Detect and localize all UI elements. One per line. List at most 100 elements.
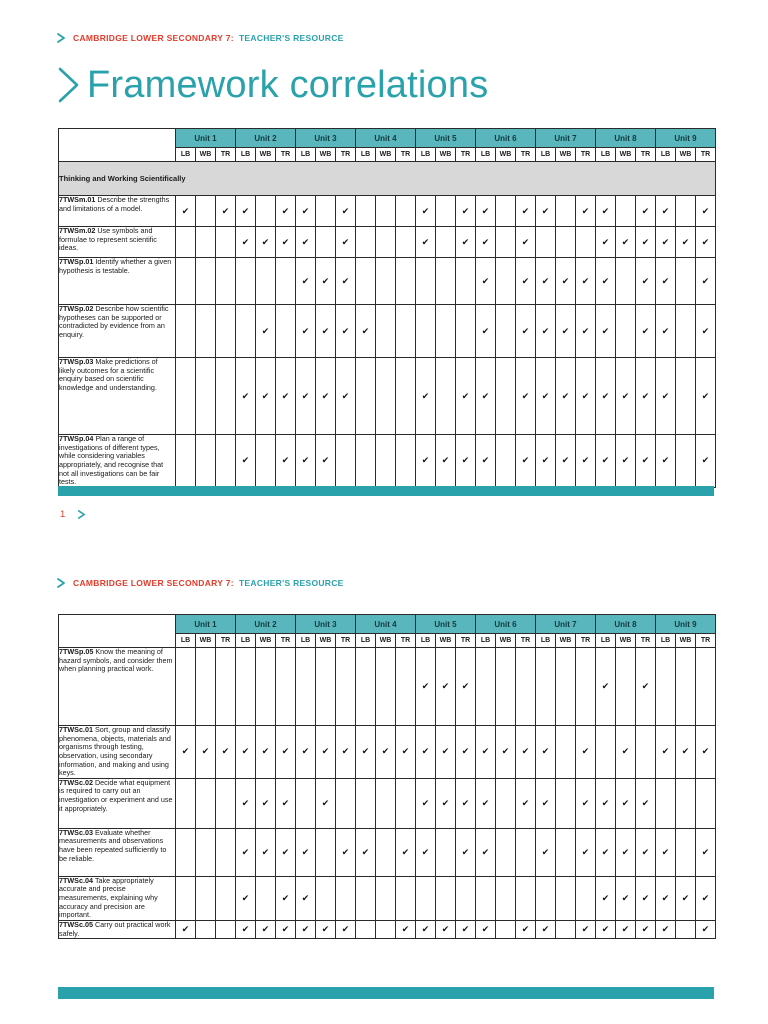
check-cell-empty — [395, 647, 416, 726]
check-cell-empty — [555, 226, 576, 258]
check-cell-checked: ✔ — [295, 725, 316, 779]
criterion-text: Know the meaning of hazard symbols, and … — [59, 647, 173, 674]
subcol-header-cell: WB — [375, 147, 396, 162]
criterion-code: 7TWSp.04 — [59, 434, 96, 443]
check-cell-checked: ✔ — [475, 777, 496, 829]
check-cell-checked: ✔ — [655, 195, 676, 227]
criterion-row: 7TWSp.05 Know the meaning of hazard symb… — [58, 647, 716, 726]
check-cell-checked: ✔ — [455, 195, 476, 227]
subcol-header-row: LB WB TR LB WB TR LB WB TR LB WB TR LB WB TR LB WB TR LB WB… — [59, 147, 716, 162]
check-cell-checked: ✔ — [615, 725, 636, 779]
criterion-code: 7TWSp.03 — [59, 357, 96, 366]
subcol-header-cell: TR — [635, 147, 656, 162]
check-cell-empty — [655, 777, 676, 829]
check-cell-empty — [415, 304, 436, 358]
criterion-code: 7TWSc.03 — [59, 827, 95, 837]
criterion-label: 7TWSc.03 Evaluate whether measurements a… — [58, 827, 176, 877]
check-cell-empty — [195, 304, 216, 358]
check-cell-checked: ✔ — [595, 195, 616, 227]
check-cell-empty — [675, 195, 696, 227]
check-cell-empty — [475, 647, 496, 726]
check-cell-checked: ✔ — [215, 195, 236, 227]
check-cell-empty — [355, 257, 376, 305]
check-cell-checked: ✔ — [595, 226, 616, 258]
unit-header-row: Unit 1 Unit 2 Unit 3 Unit 4 Unit 5 Unit 6 Unit… — [58, 128, 716, 162]
check-cell-checked: ✔ — [295, 434, 316, 488]
check-cell-checked: ✔ — [535, 434, 556, 488]
subcol-header-cell: TR — [215, 147, 236, 162]
check-cell-checked: ✔ — [475, 827, 496, 877]
check-cell-checked: ✔ — [315, 257, 336, 305]
unit-header-cell: Unit 5 — [415, 614, 476, 634]
check-cell-empty — [675, 777, 696, 829]
check-cell-empty — [275, 647, 296, 726]
check-cell-checked: ✔ — [295, 195, 316, 227]
criterion-code: 7TWSm.02 — [59, 226, 98, 235]
header-series-name: CAMBRIDGE LOWER SECONDARY 7: — [73, 578, 234, 588]
check-cell-checked: ✔ — [335, 827, 356, 877]
check-cell-checked: ✔ — [295, 827, 316, 877]
check-cell-checked: ✔ — [595, 304, 616, 358]
subcol-header-cell: TR — [575, 147, 596, 162]
subcol-header-cell: TR — [395, 147, 416, 162]
subcol-header-cell: TR — [455, 633, 476, 648]
check-cell-checked: ✔ — [175, 725, 196, 779]
check-cell-checked: ✔ — [295, 357, 316, 435]
check-cell-empty — [295, 647, 316, 726]
subcol-header-cell: LB — [595, 633, 616, 648]
corner-cell — [58, 614, 176, 648]
check-cell-checked: ✔ — [475, 226, 496, 258]
check-cell-empty — [255, 434, 276, 488]
criterion-row: 7TWSm.02 Use symbols and formulae to rep… — [58, 226, 716, 258]
check-cell-checked: ✔ — [635, 920, 656, 940]
check-cell-empty — [495, 777, 516, 829]
subcol-header-cell: TR — [275, 147, 296, 162]
check-cell-empty — [555, 875, 576, 922]
check-cell-checked: ✔ — [535, 304, 556, 358]
check-cell-empty — [335, 434, 356, 488]
unit-header-cell: Unit 4 — [355, 128, 416, 148]
check-cell-empty — [375, 647, 396, 726]
check-cell-checked: ✔ — [415, 226, 436, 258]
check-cell-checked: ✔ — [235, 777, 256, 829]
check-cell-checked: ✔ — [475, 257, 496, 305]
unit-header-cell: Unit 6 — [475, 128, 536, 148]
check-cell-checked: ✔ — [615, 827, 636, 877]
check-cell-empty — [215, 827, 236, 877]
check-cell-empty — [515, 827, 536, 877]
check-cell-checked: ✔ — [335, 195, 356, 227]
check-cell-checked: ✔ — [595, 827, 616, 877]
subcol-header-cell: WB — [375, 633, 396, 648]
check-cell-checked: ✔ — [235, 434, 256, 488]
check-cell-empty — [455, 304, 476, 358]
check-cell-empty — [395, 434, 416, 488]
check-cell-checked: ✔ — [275, 920, 296, 940]
check-cell-empty — [655, 647, 676, 726]
unit-header-cell: Unit 2 — [235, 128, 296, 148]
criterion-label: 7TWSp.05 Know the meaning of hazard symb… — [58, 647, 176, 726]
check-cell-checked: ✔ — [595, 777, 616, 829]
subcol-header-cell: WB — [315, 147, 336, 162]
check-cell-empty — [355, 195, 376, 227]
header-series-name: CAMBRIDGE LOWER SECONDARY 7: — [73, 33, 234, 43]
subcol-header-cell: WB — [435, 147, 456, 162]
chevron-right-icon — [57, 578, 65, 588]
check-cell-empty — [355, 647, 376, 726]
criterion-label: 7TWSm.02 Use symbols and formulae to rep… — [58, 226, 176, 258]
check-cell-empty — [495, 434, 516, 488]
subcol-header-cell: LB — [355, 633, 376, 648]
page-title: Framework correlations — [87, 63, 489, 106]
check-cell-checked: ✔ — [255, 777, 276, 829]
check-cell-checked: ✔ — [415, 357, 436, 435]
check-cell-empty — [255, 875, 276, 922]
check-cell-checked: ✔ — [555, 357, 576, 435]
subcol-header-cell: WB — [615, 147, 636, 162]
document-header: CAMBRIDGE LOWER SECONDARY 7: TEACHER'S RE… — [56, 577, 344, 589]
check-cell-empty — [175, 827, 196, 877]
subcol-header-cell: TR — [335, 633, 356, 648]
check-cell-checked: ✔ — [335, 257, 356, 305]
check-cell-empty — [275, 304, 296, 358]
check-cell-empty — [555, 647, 576, 726]
check-cell-empty — [515, 875, 536, 922]
check-cell-empty — [675, 434, 696, 488]
